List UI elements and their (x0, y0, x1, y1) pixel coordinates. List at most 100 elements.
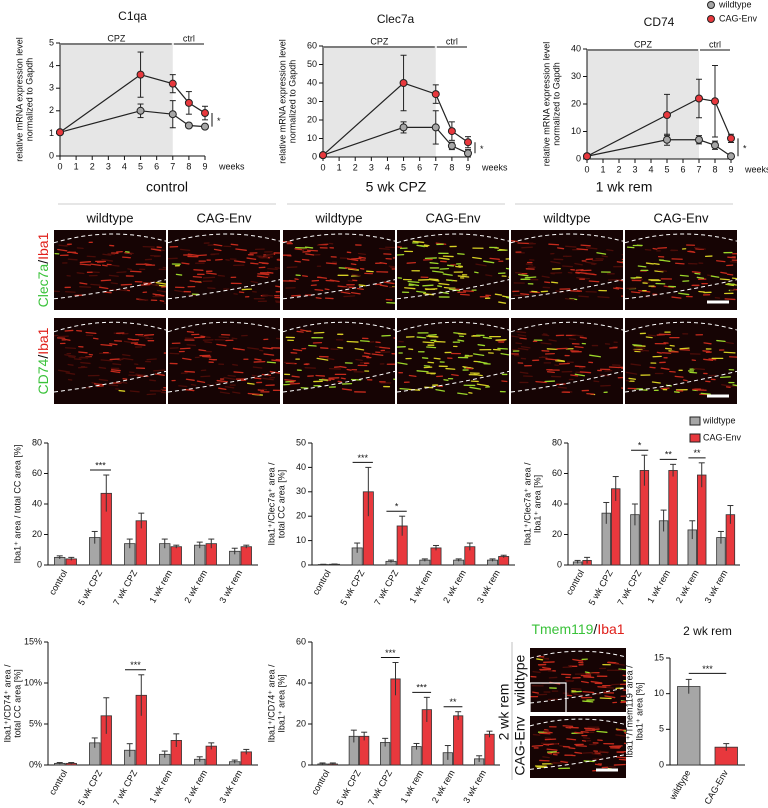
micrograph-cell (207, 287, 216, 290)
micrograph-cell (576, 290, 583, 292)
micrograph-cell (575, 271, 588, 275)
micrograph-cell (257, 273, 270, 276)
tissue-border (530, 753, 626, 770)
micrograph-cell (340, 291, 351, 295)
micrograph-cell (582, 751, 594, 754)
x-tick-label: 3 wk rem (703, 568, 730, 605)
micrograph-cell (253, 377, 262, 380)
micrograph-background (283, 318, 395, 404)
micrograph-cell (438, 257, 450, 260)
micrograph-cell (140, 283, 151, 286)
micrograph-cell (572, 658, 584, 662)
micrograph-cell (384, 281, 395, 285)
micrograph (54, 318, 166, 404)
micrograph-cell (657, 247, 668, 249)
micrograph-cell (613, 287, 620, 290)
x-tick-label: 1 (337, 162, 342, 172)
micrograph-cell (585, 247, 598, 250)
micrograph-cell (416, 336, 427, 339)
y-axis-label: Iba1⁺ area / total CC area [%] (12, 445, 22, 564)
micrograph-cell (267, 267, 278, 270)
micrograph-cell (316, 244, 328, 247)
micrograph-cell (306, 249, 319, 252)
micrograph-cell (654, 270, 664, 273)
micrograph-cell (703, 342, 712, 345)
micrograph-cell (181, 262, 190, 265)
micrograph-cell (451, 374, 459, 377)
micrograph-cell (485, 274, 493, 277)
micrograph-cell (163, 387, 166, 389)
micrograph-cell (482, 336, 493, 339)
micrograph-cell (64, 354, 76, 358)
micrograph-cell (604, 695, 616, 699)
micrograph-cell (320, 347, 329, 349)
micrograph-cell (85, 331, 97, 335)
micrograph-cell (472, 353, 485, 357)
micrograph-cell (266, 361, 276, 364)
micrograph-cell (678, 292, 690, 296)
micrograph-cell (447, 279, 454, 282)
micrograph-cell (644, 248, 652, 251)
micrograph-cell (540, 342, 552, 345)
legend-label: CAG-Env (719, 13, 758, 23)
tissue-border (283, 233, 395, 244)
x-tick-label: 1 wk rem (147, 768, 174, 805)
data-point (663, 111, 671, 119)
micrograph-cell (110, 370, 121, 374)
y-tick-label: 20 (552, 529, 562, 539)
micrograph-cell (682, 379, 688, 382)
x-tick-label: 3 (106, 161, 111, 171)
micrograph-background (530, 648, 626, 712)
micrograph-cell (359, 340, 370, 342)
chart-title: 2 wk rem (683, 624, 732, 638)
micrograph-cell (216, 343, 227, 347)
bar (359, 735, 370, 766)
micrograph-cell (615, 663, 625, 666)
micrograph-cell (285, 380, 295, 383)
inset-genotype: wildtype (512, 655, 528, 707)
x-tick-label: 2 wk rem (430, 768, 457, 805)
micrograph-cell (57, 369, 71, 373)
micrograph-cell (630, 291, 641, 294)
micrograph-cell (500, 352, 509, 356)
micrograph-cell (357, 252, 366, 256)
data-point (695, 94, 703, 103)
micrograph-cell (732, 384, 737, 387)
y-axis-label: Iba1⁺/CD74⁺ area / (266, 664, 276, 743)
micrograph-cell (341, 388, 353, 391)
micrograph-cell (455, 265, 462, 268)
micrograph-cell (64, 338, 71, 341)
micrograph-cell (275, 285, 280, 288)
micrograph-cell (557, 386, 567, 389)
micrograph-cell (233, 371, 244, 374)
data-point (399, 79, 408, 87)
x-tick-label: 7 wk CPZ (372, 568, 400, 607)
micrograph-cell (186, 344, 197, 347)
micrograph-cell (541, 334, 550, 337)
y-tick-label: 80 (552, 437, 562, 447)
micrograph-cell (494, 293, 503, 296)
x-tick-label: control (564, 568, 586, 596)
group-header: 1 wk rem (596, 179, 653, 195)
micrograph-cell (351, 273, 361, 277)
x-tick-label: 7 (433, 162, 438, 172)
micrograph-cell (429, 262, 439, 265)
x-tick-label: 5 wk CPZ (76, 768, 104, 807)
x-tick-label: 4 (385, 162, 390, 172)
micrograph-cell (67, 258, 78, 261)
bar (677, 686, 701, 766)
data-point (431, 123, 440, 132)
x-tick-label: 0 (57, 161, 62, 171)
y-tick-label: 0 (557, 559, 562, 569)
x-tick-label: 3 wk rem (217, 768, 244, 805)
micrograph-cell (637, 265, 647, 268)
micrograph-cell (79, 282, 88, 285)
micrograph-cell (101, 264, 108, 267)
micrograph-cell (531, 744, 544, 747)
micrograph-cell (574, 373, 586, 377)
micrograph-cell (224, 385, 235, 389)
micrograph-cell (532, 733, 541, 736)
tissue-border (54, 321, 166, 333)
micrograph-cell (305, 253, 315, 256)
